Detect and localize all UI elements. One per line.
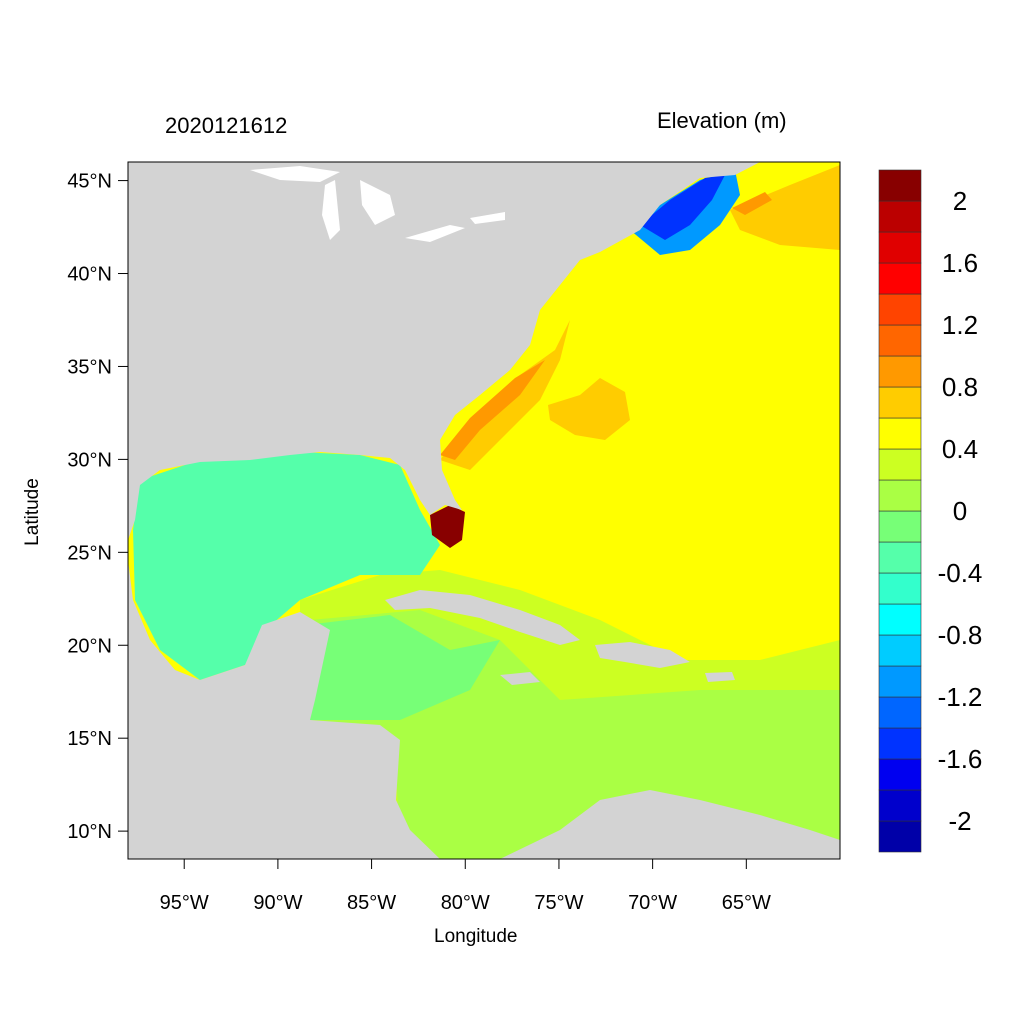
longitude-axis: 95°W 90°W 85°W 80°W 75°W 70°W 65°W (160, 859, 771, 914)
ocean-scotian-shelf (730, 165, 840, 250)
colorbar-segment (878, 758, 922, 791)
map-area (128, 162, 840, 859)
lon-tick-label: 85°W (347, 892, 396, 914)
lat-tick-label: 20°N (67, 635, 112, 657)
colorbar-segment (878, 231, 922, 264)
land-puerto-rico (705, 672, 735, 682)
colorbar-label: -2 (948, 806, 971, 836)
colorbar-label: 0.4 (942, 434, 978, 464)
lon-tick-label: 90°W (253, 892, 302, 914)
colorbar-label: 0 (953, 496, 967, 526)
land-north-america (128, 162, 760, 540)
lake-huron (360, 180, 395, 225)
colorbar-segment (878, 324, 922, 357)
ocean-gulf-of-maine-core (640, 175, 725, 240)
ocean-southeast-coast-surge-core (440, 360, 545, 460)
colorbar-segment (878, 820, 922, 853)
lat-tick-label: 40°N (67, 264, 112, 286)
colorbar-segment (878, 634, 922, 667)
colorbar-segment (878, 696, 922, 729)
colorbar-label: -1.6 (938, 744, 983, 774)
lat-tick-label: 10°N (67, 821, 112, 843)
lon-tick-label: 80°W (441, 892, 490, 914)
colorbar-segment (878, 789, 922, 822)
land-cuba (385, 590, 580, 645)
colorbar: -2 -1.6 -1.2 -0.8 -0.4 0 0.4 0.8 1.2 1.6 2 (878, 169, 983, 853)
lake-erie (405, 225, 465, 242)
x-axis-label: Longitude (434, 926, 518, 947)
lat-tick-label: 25°N (67, 542, 112, 564)
colorbar-label: 1.6 (942, 248, 978, 278)
lon-tick-label: 65°W (722, 892, 771, 914)
lon-tick-label: 75°W (534, 892, 583, 914)
lon-tick-label: 95°W (160, 892, 209, 914)
ocean-gulf-channel (305, 615, 500, 720)
colorbar-label: 1.2 (942, 310, 978, 340)
ocean-gulf-of-mexico (133, 452, 440, 680)
land-jamaica (500, 672, 540, 685)
lat-tick-label: 30°N (67, 449, 112, 471)
colorbar-label: -0.4 (938, 558, 983, 588)
lat-tick-label: 45°N (67, 171, 112, 193)
map-frame (127, 161, 841, 860)
y-axis-label: Latitude (22, 478, 43, 546)
lon-tick-label: 70°W (628, 892, 677, 914)
map-date-title: 2020121612 (165, 113, 288, 138)
land-hispaniola (595, 642, 690, 668)
colorbar-segment (878, 665, 922, 698)
land-south-america (500, 790, 840, 859)
lake-michigan (322, 180, 340, 240)
colorbar-label: -0.8 (938, 620, 983, 650)
colorbar-segment (878, 479, 922, 512)
colorbar-segment (878, 510, 922, 543)
map-variable-title: Elevation (m) (657, 108, 787, 133)
ocean-nova-scotia-coast (732, 192, 772, 215)
colorbar-segment (878, 417, 922, 450)
land-mexico-central-america (128, 560, 440, 859)
colorbar-segment (878, 293, 922, 326)
lake-superior (250, 166, 340, 182)
colorbar-label: 2 (953, 186, 967, 216)
colorbar-segment (878, 727, 922, 760)
colorbar-segment (878, 169, 922, 202)
colorbar-segment (878, 572, 922, 605)
colorbar-segment (878, 448, 922, 481)
colorbar-segment (878, 386, 922, 419)
lat-tick-label: 15°N (67, 728, 112, 750)
colorbar-segment (878, 262, 922, 295)
colorbar-segment (878, 603, 922, 636)
ocean-mid-atlantic-patch (548, 378, 630, 440)
ocean-south-florida-surge (430, 505, 465, 548)
lat-tick-label: 35°N (67, 356, 112, 378)
latitude-axis: 45°N 40°N 35°N 30°N 25°N 20°N 15°N 10°N (67, 171, 128, 843)
colorbar-segment (878, 355, 922, 388)
colorbar-segment (878, 200, 922, 233)
colorbar-label: 0.8 (942, 372, 978, 402)
colorbar-segment (878, 541, 922, 574)
lake-ontario (470, 212, 505, 224)
colorbar-label: -1.2 (938, 682, 983, 712)
